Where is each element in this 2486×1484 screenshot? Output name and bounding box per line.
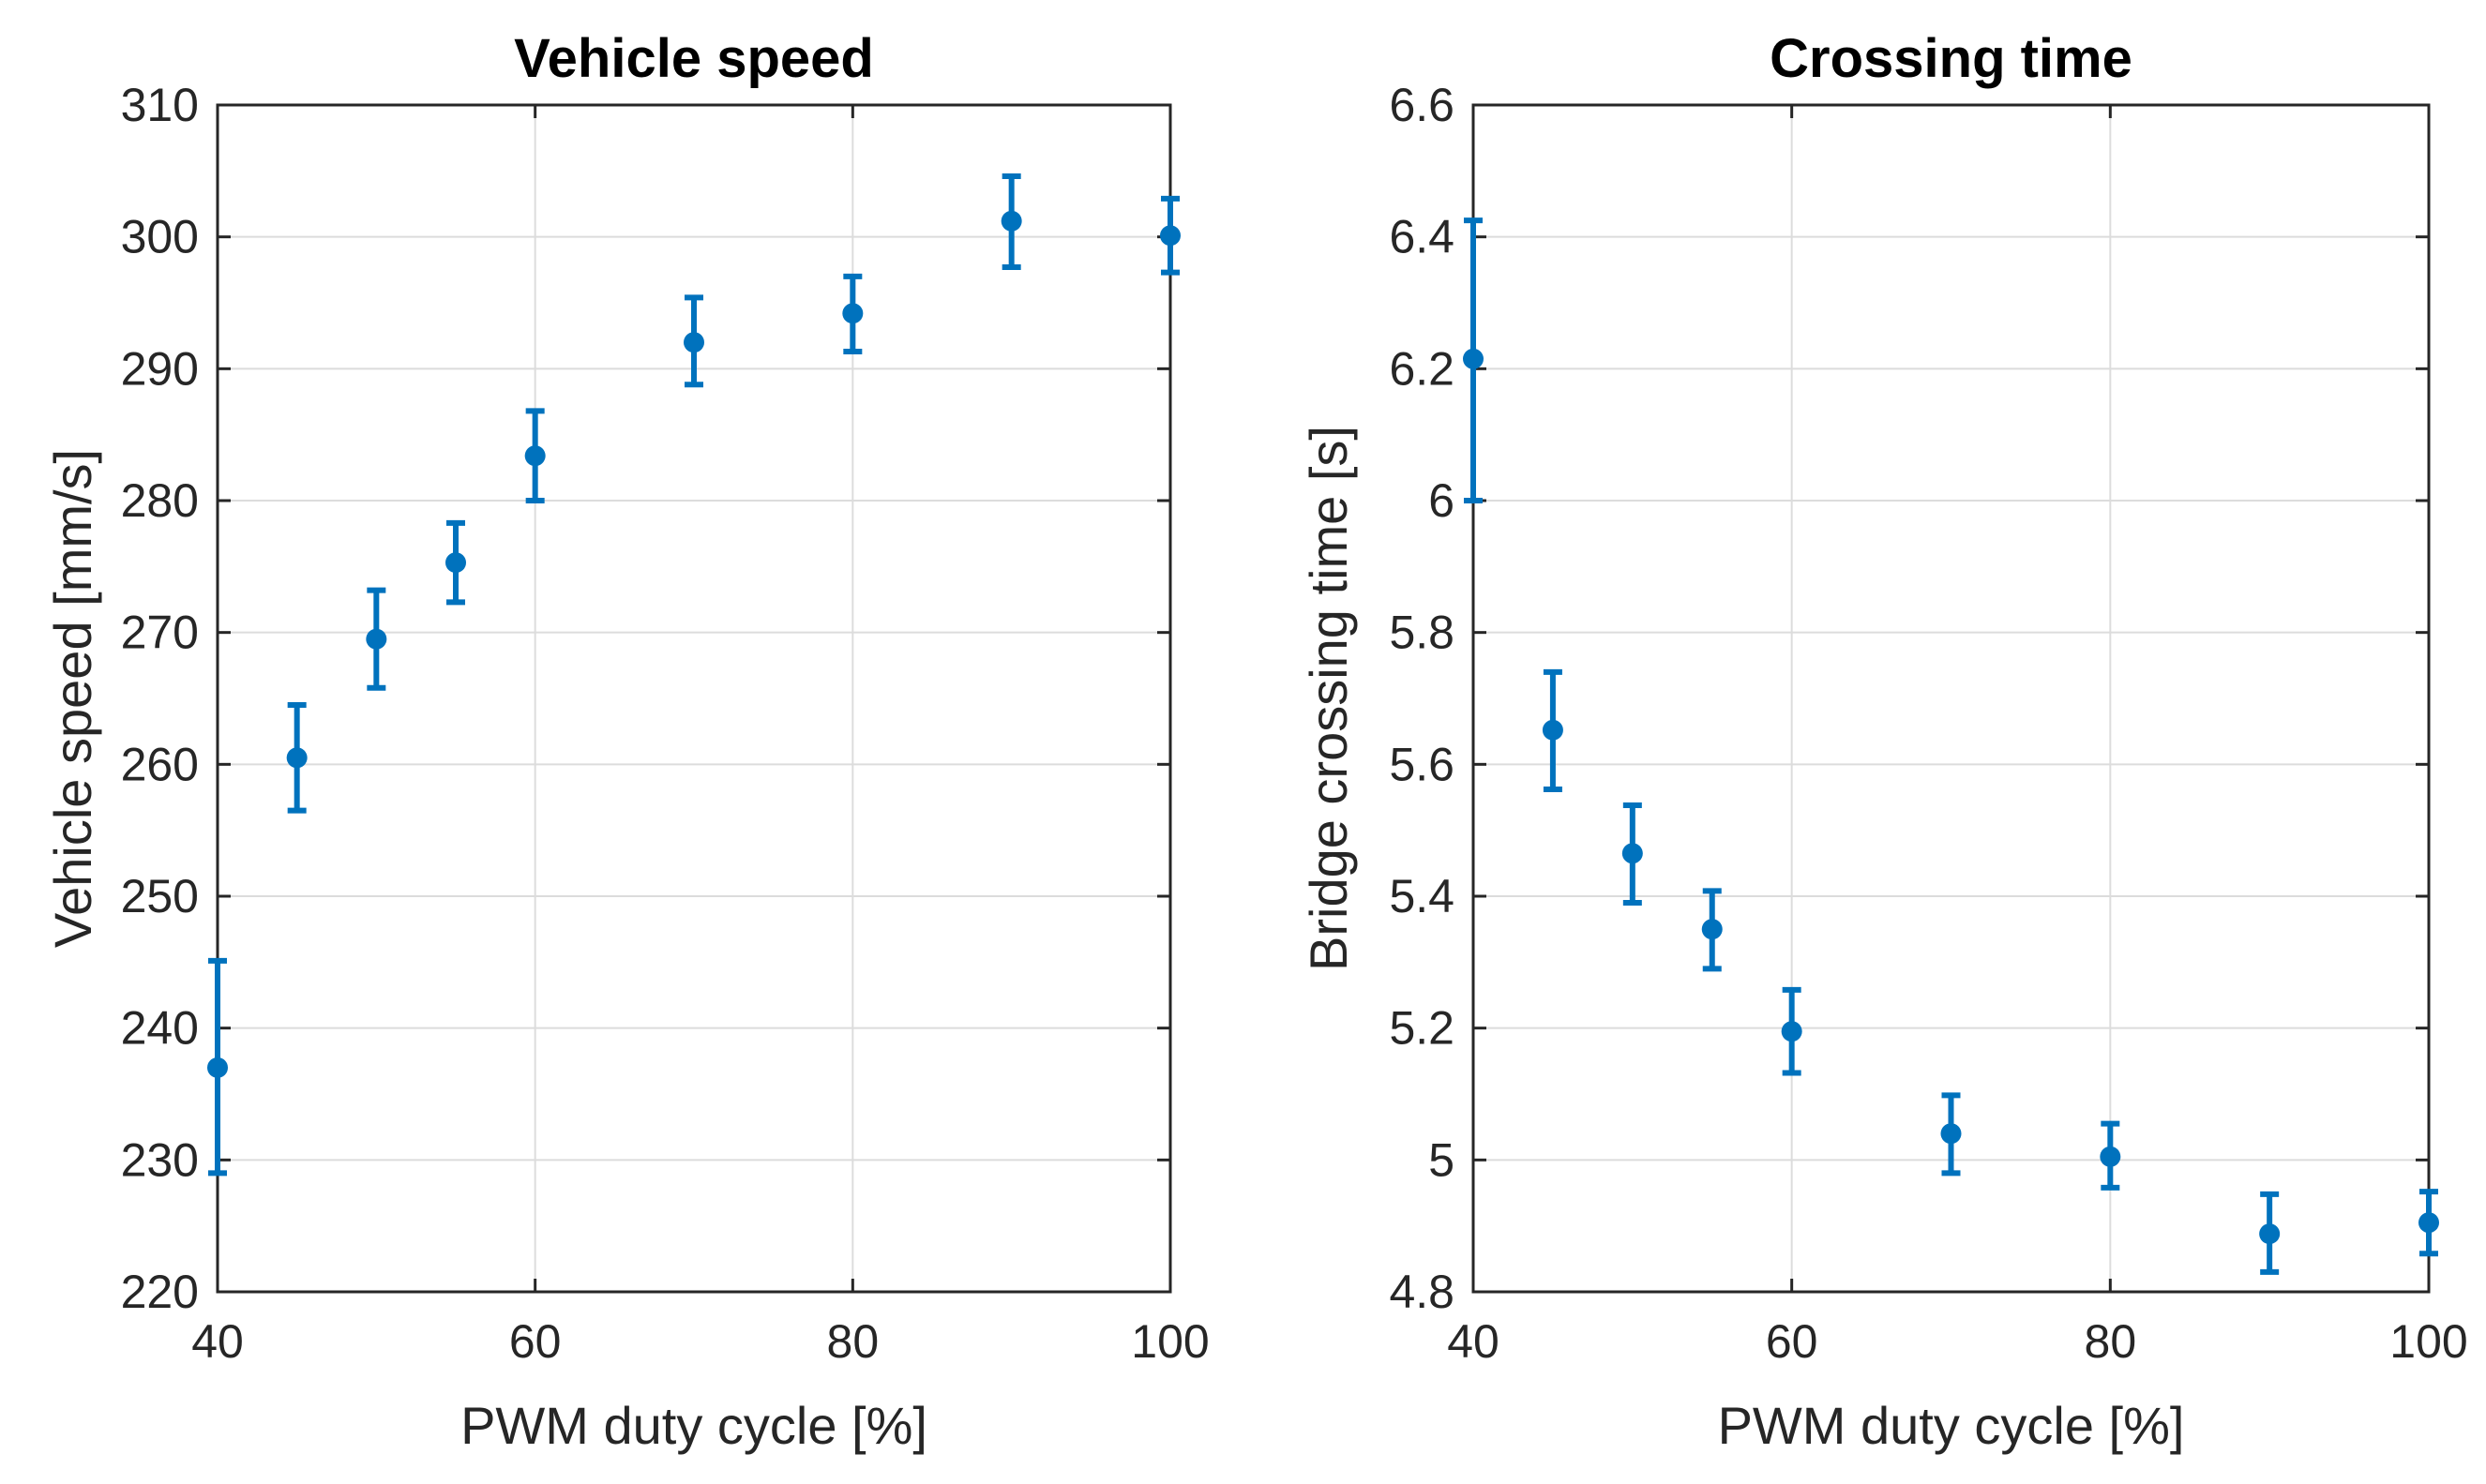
x-axis-label: PWM duty cycle [%] (1718, 1396, 2185, 1455)
data-point (842, 303, 864, 324)
plot-frame (1471, 103, 2431, 1294)
y-tick-label: 230 (121, 1133, 199, 1186)
data-point (684, 332, 704, 353)
data-point (1463, 348, 1484, 369)
y-tick-label: 300 (121, 211, 199, 263)
grid (217, 104, 1171, 1293)
y-tick-label: 5.4 (1389, 870, 1454, 922)
y-tick-label: 5.2 (1389, 1002, 1454, 1055)
data-point (2259, 1223, 2281, 1245)
y-tick-label: 290 (121, 342, 199, 395)
data-point (366, 628, 387, 650)
x-tick-label: 80 (827, 1315, 880, 1368)
data-point (1160, 225, 1181, 247)
y-tick-label: 310 (121, 79, 199, 131)
y-tick-label: 270 (121, 607, 199, 659)
data-series (1463, 217, 2439, 1275)
y-tick-label: 4.8 (1389, 1266, 1454, 1318)
y-axis-label: Vehicle speed [mm/s] (43, 449, 102, 948)
data-series (207, 172, 1181, 1177)
y-tick-label: 6.4 (1389, 211, 1454, 263)
crossing-time-panel: Crossing time PWM duty cycle [%] Bridge … (1299, 28, 2468, 1455)
data-point (286, 747, 308, 769)
x-tick-label: 60 (509, 1315, 562, 1368)
y-tick-label: 6.6 (1389, 79, 1454, 131)
y-tick-label: 6.2 (1389, 342, 1454, 395)
y-tick-label: 280 (121, 474, 199, 527)
data-point (2418, 1212, 2439, 1234)
plot-frame (216, 103, 1172, 1294)
y-tick-label: 220 (121, 1266, 199, 1318)
data-point (1781, 1021, 1802, 1042)
data-point (1940, 1123, 1962, 1145)
data-point (1701, 919, 1723, 940)
x-tick-label: 60 (1766, 1315, 1818, 1368)
y-tick-label: 250 (121, 870, 199, 922)
y-axis-label: Bridge crossing time [s] (1299, 426, 1358, 971)
x-tick-label: 40 (191, 1315, 244, 1368)
x-tick-label: 40 (1447, 1315, 1499, 1368)
x-tick-label: 100 (2389, 1315, 2467, 1368)
vehicle-speed-panel: Vehicle speed PWM duty cycle [%] Vehicle… (43, 28, 1210, 1455)
y-tick-label: 260 (121, 738, 199, 790)
y-tick-label: 6 (1428, 474, 1454, 527)
chart-title: Crossing time (1770, 28, 2132, 89)
y-tick-label: 5.6 (1389, 738, 1454, 790)
data-point (524, 445, 546, 467)
data-point (1542, 719, 1563, 741)
data-point (2100, 1146, 2121, 1167)
data-point (1621, 843, 1643, 864)
chart-title: Vehicle speed (514, 28, 874, 89)
data-point (1001, 210, 1022, 232)
y-tick-label: 240 (121, 1002, 199, 1055)
data-point (207, 1057, 228, 1078)
y-tick-label: 5.8 (1389, 607, 1454, 659)
data-point (445, 552, 466, 574)
x-axis-label: PWM duty cycle [%] (460, 1396, 927, 1455)
x-tick-label: 80 (2085, 1315, 2137, 1368)
x-tick-label: 100 (1131, 1315, 1209, 1368)
y-tick-label: 5 (1428, 1133, 1454, 1186)
